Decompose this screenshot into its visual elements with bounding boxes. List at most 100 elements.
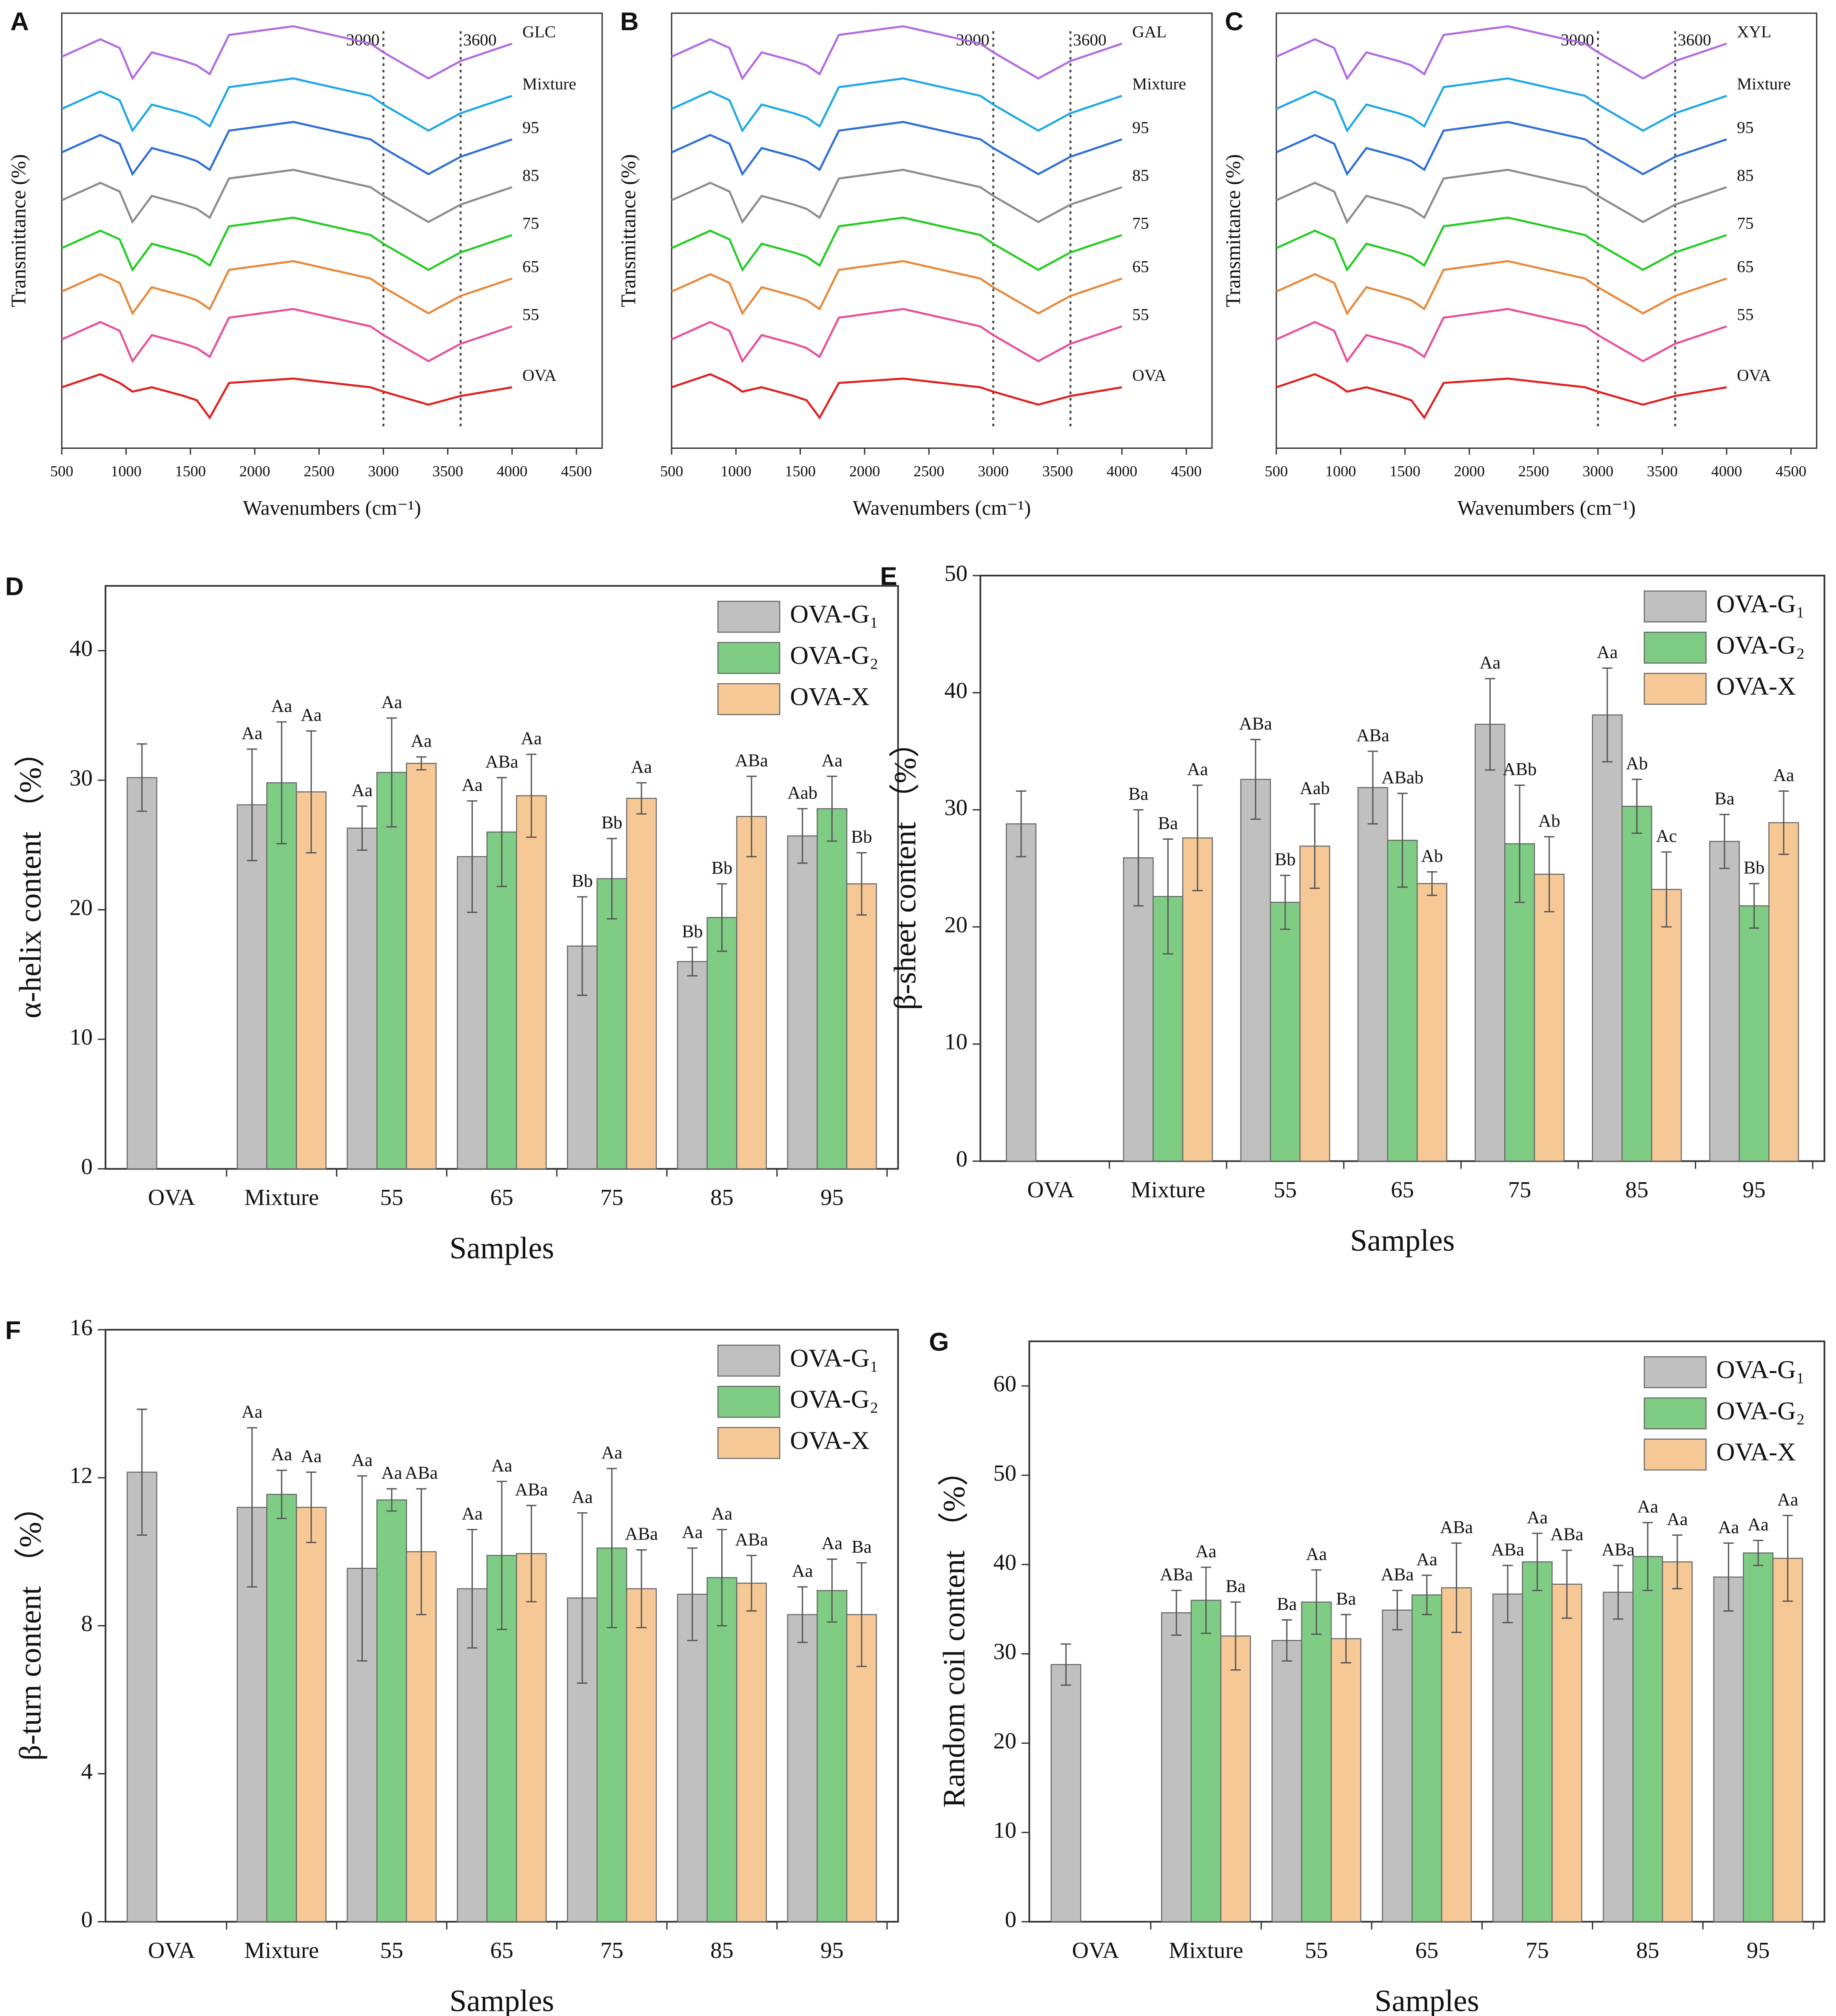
significance-label: Aa <box>1527 1508 1548 1528</box>
x-axis-label: Samples <box>450 1231 554 1265</box>
x-tick-label: 500 <box>660 462 683 479</box>
bar <box>1492 1593 1523 1922</box>
x-axis-label: Samples <box>1350 1223 1455 1258</box>
x-tick-label: 2000 <box>849 462 880 479</box>
significance-label: ABa <box>1602 1540 1635 1560</box>
bar <box>1271 1640 1302 1922</box>
y-axis-label: Transmittance (%) <box>8 154 30 307</box>
legend-label: OVA-X <box>790 682 869 711</box>
bar <box>296 1507 327 1922</box>
reference-label: 3600 <box>1678 31 1711 49</box>
spectrum-line <box>671 373 1122 420</box>
spectrum-line <box>1276 373 1727 420</box>
spectrum-line <box>671 217 1122 272</box>
significance-label: Aa <box>822 1533 843 1553</box>
plot-frame <box>671 12 1213 449</box>
series-label: 75 <box>522 214 539 232</box>
significance-label: ABa <box>1239 714 1272 734</box>
bar <box>1739 905 1770 1162</box>
legend-label: OVA-G₁ <box>790 1344 878 1372</box>
x-tick-label: 3500 <box>1647 462 1678 479</box>
bar <box>626 798 657 1169</box>
legend-label: OVA-X <box>790 1426 869 1455</box>
legend-swatch <box>1644 673 1707 705</box>
legend-label: OVA-G₂ <box>1716 1397 1805 1425</box>
x-tick-label: 75 <box>1526 1937 1549 1963</box>
spectrum-line <box>61 25 512 81</box>
series-label: 65 <box>522 257 539 276</box>
significance-label: ABa <box>515 1480 548 1500</box>
bar <box>1382 1609 1413 1922</box>
spectrum-line <box>61 168 512 224</box>
spectrum-line <box>61 77 512 133</box>
significance-label: Aa <box>601 1443 623 1463</box>
significance-label: Aa <box>301 1446 322 1466</box>
y-tick-label: 30 <box>993 1638 1016 1664</box>
spectrum-line <box>1276 77 1727 133</box>
bar <box>347 827 378 1169</box>
x-tick-label: 4000 <box>497 462 528 479</box>
legend-label: OVA-G₁ <box>790 600 878 629</box>
x-tick-label: Mixture <box>244 1184 319 1210</box>
significance-label: ABa <box>405 1463 438 1483</box>
significance-label: Bb <box>1275 850 1295 870</box>
legend-label: OVA-G₂ <box>790 642 878 670</box>
bar <box>817 808 848 1169</box>
x-tick-label: 3500 <box>1042 462 1073 479</box>
bar <box>1768 822 1799 1162</box>
spectrum-line <box>61 217 512 272</box>
y-tick-label: 30 <box>945 794 968 820</box>
x-tick-label: 2500 <box>914 462 945 479</box>
series-label: 65 <box>1737 257 1753 276</box>
significance-label: Aa <box>1637 1497 1659 1517</box>
x-tick-label: 85 <box>1636 1937 1659 1963</box>
bar <box>1417 883 1448 1162</box>
spectrum-line <box>1276 308 1727 363</box>
significance-label: Aa <box>1306 1544 1327 1564</box>
significance-label: Ba <box>1158 813 1178 833</box>
x-tick-label: 500 <box>1265 462 1288 479</box>
series-label: 55 <box>1132 305 1149 324</box>
bar <box>1387 839 1418 1162</box>
x-tick-label: 55 <box>1305 1937 1328 1963</box>
y-tick-label: 4 <box>81 1758 93 1784</box>
spectrum-line <box>1276 121 1727 177</box>
x-tick-label: OVA <box>1027 1177 1074 1203</box>
x-tick-label: 75 <box>600 1184 623 1210</box>
x-tick-label: 2500 <box>1518 462 1549 479</box>
bar <box>677 961 708 1169</box>
bar <box>626 1588 657 1922</box>
series-label: 75 <box>1737 214 1753 232</box>
bar <box>266 1494 297 1922</box>
x-tick-label: 85 <box>1625 1177 1648 1203</box>
bar <box>596 878 627 1169</box>
bar <box>706 917 737 1169</box>
bar <box>1534 873 1565 1162</box>
x-tick-label: 2500 <box>304 462 335 479</box>
y-tick-label: 0 <box>81 1153 93 1179</box>
significance-label: Ab <box>1538 811 1560 831</box>
bar <box>126 1471 157 1922</box>
y-tick-label: 40 <box>993 1549 1016 1575</box>
legend-label: OVA-X <box>1716 1438 1796 1466</box>
spectrum-line <box>671 25 1122 81</box>
x-axis-label: Samples <box>1375 1984 1479 2016</box>
significance-label: ABa <box>1160 1565 1193 1585</box>
significance-label: ABa <box>625 1524 658 1544</box>
significance-label: Aa <box>1196 1542 1217 1562</box>
x-axis-label: Wavenumbers (cm⁻¹) <box>1457 497 1636 519</box>
x-tick-label: 85 <box>710 1184 733 1210</box>
bar <box>1006 823 1037 1162</box>
spectrum-line <box>671 260 1122 316</box>
reference-label: 3600 <box>463 31 497 49</box>
bar <box>736 1583 767 1922</box>
x-tick-label: 2000 <box>239 462 270 479</box>
x-tick-label: 95 <box>820 1184 843 1210</box>
significance-label: ABa <box>1440 1517 1473 1537</box>
bar <box>296 791 327 1169</box>
significance-label: Ab <box>1626 753 1648 773</box>
y-tick-label: 10 <box>993 1817 1016 1843</box>
y-axis-label: β-turn content （%） <box>13 1491 47 1761</box>
bar <box>1299 845 1330 1162</box>
